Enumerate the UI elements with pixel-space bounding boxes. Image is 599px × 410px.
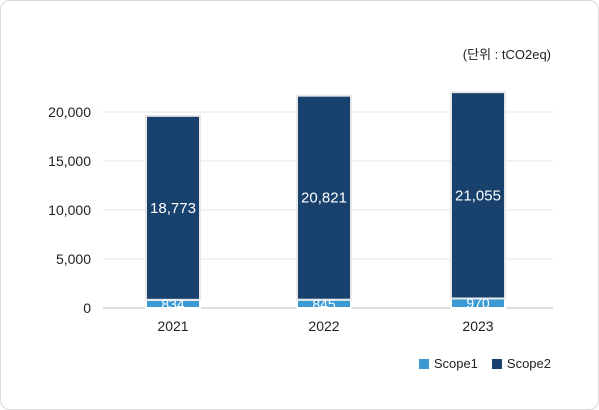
- data-label-scope2: 20,821: [301, 190, 347, 207]
- legend-item-scope2: Scope2: [491, 356, 551, 371]
- bar-scope2: [296, 94, 352, 301]
- legend-swatch-scope2: [491, 358, 502, 369]
- legend-item-scope1: Scope1: [418, 356, 478, 371]
- data-label-scope2: 18,773: [150, 200, 196, 217]
- bar-scope2: [450, 91, 506, 300]
- x-tick-label: 2022: [308, 318, 339, 334]
- legend-label-scope2: Scope2: [506, 356, 551, 371]
- y-tick-label: 0: [83, 300, 91, 316]
- y-tick-label: 10,000: [48, 202, 91, 218]
- bar-scope2: [145, 114, 201, 301]
- data-label-scope1: 834: [161, 296, 185, 312]
- y-tick-label: 5,000: [56, 251, 91, 267]
- x-tick-label: 2023: [462, 318, 493, 334]
- data-label-scope2: 21,055: [455, 187, 501, 204]
- data-label-scope1: 970: [466, 295, 490, 311]
- y-tick-label: 20,000: [48, 104, 91, 120]
- legend-label-scope1: Scope1: [433, 356, 478, 371]
- data-label-scope1: 845: [312, 296, 336, 312]
- y-tick-label: 15,000: [48, 153, 91, 169]
- x-tick-label: 2021: [157, 318, 188, 334]
- legend-swatch-scope1: [418, 358, 429, 369]
- legend: Scope1 Scope2: [418, 356, 551, 371]
- unit-label: (단위 : tCO2eq): [462, 47, 551, 62]
